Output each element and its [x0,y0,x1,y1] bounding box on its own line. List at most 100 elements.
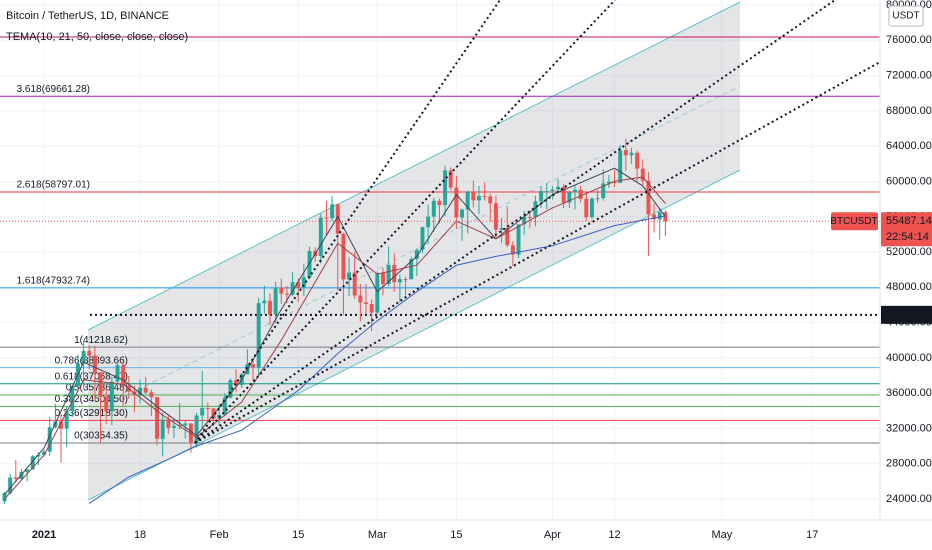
candle-body [188,423,193,443]
candle-body [392,264,397,283]
candle-body [301,277,306,289]
candle-body [589,198,594,218]
candle-body [601,183,606,199]
candle-body [262,300,267,304]
price-series [0,138,880,504]
candle-body [200,408,205,416]
candle-body [104,396,109,412]
candle-body [36,454,41,457]
fan-line [194,0,616,444]
candle-body [2,493,7,502]
fib-label: 1.618(47932.74) [17,276,90,287]
candle-body [493,203,498,230]
candle-body [256,303,261,368]
candle-body [121,365,126,386]
symbol-label: BTCUSDT [830,216,877,227]
candle-body [352,272,357,296]
candle-body [629,152,634,156]
candle-body [584,198,589,218]
candle-body [341,233,346,280]
x-tick-label: 15 [450,529,462,541]
channel-top [87,1,741,331]
candle-body [623,150,628,156]
candle-body [81,350,86,364]
y-tick-label: 28000.00 [886,458,932,470]
candle-body [92,355,97,373]
candle-body [268,300,272,315]
last-price-label: 55487.14 [886,215,932,227]
candle-body [635,152,640,169]
candle-body [426,216,431,228]
candle-body [544,190,549,192]
y-tick-label: 32000.00 [886,422,932,434]
candle-body [482,196,487,198]
candle-body [556,186,561,190]
symbol-tag [831,212,878,231]
tema-line [88,215,666,504]
candle-body [166,419,171,428]
candle-body [657,212,662,220]
candle-body [612,181,617,183]
candle-body [618,150,623,183]
x-tick-label: 17 [806,529,818,541]
x-tick-label: Mar [368,529,387,541]
candle-body [335,204,340,234]
candle-body [443,170,448,205]
fib-label: 0.786(38893.66) [55,355,128,366]
currency: USDT [892,11,919,22]
candle-body [437,200,442,205]
chart-title: Bitcoin / TetherUS, 1D, BINANCE [6,10,169,22]
x-tick-label: 2021 [32,529,56,541]
fan-lines [194,0,880,444]
candle-body [64,410,69,429]
candle-body [25,469,30,472]
countdown-label: 22:54:14 [886,231,929,243]
candle-body [138,387,143,395]
y-tick-label: 72000.00 [886,70,932,82]
candle-body [171,425,176,428]
candle-body [47,427,52,452]
candle-body [465,191,470,210]
candle-body [561,186,566,203]
candle-body [606,181,611,184]
y-tick-label: 36000.00 [886,387,932,399]
candle-body [652,214,657,220]
candle-body [471,191,476,201]
candle-body [279,287,284,294]
candle-body [409,259,414,280]
candle-body [578,189,583,199]
candle-body [194,415,199,443]
candle-body [87,350,92,356]
fib-label: 3.618(69661.28) [17,84,90,95]
candle-body [663,212,668,222]
grid [0,0,880,520]
fib-label: 1(41218.62) [74,335,128,346]
candle-body [646,180,651,215]
x-tick-label: 15 [292,529,304,541]
candle-body [8,477,13,494]
candle-body [109,381,114,412]
candle-body [595,198,600,200]
candle-body [296,282,301,289]
candle-body [364,302,368,305]
candle-body [42,451,47,455]
candle-body [448,170,453,188]
fib-label: 0.618(37068.47) [55,371,128,382]
y-tick-label: 24000.00 [886,493,932,505]
candle-body [19,471,24,479]
candle-body [284,293,289,295]
candle-body [222,397,227,415]
y-tick-label: 40000.00 [886,352,932,364]
indicator-legend: TEMA(10, 21, 50, close, close, close) [6,31,188,43]
tema-line [4,167,666,495]
candle-body [307,250,312,278]
candle-body [205,408,210,410]
candle-body [414,249,419,260]
candle-body [358,295,363,303]
candle-body [160,419,165,439]
candle-body [460,209,465,218]
candle-body [476,196,481,201]
candle-body [59,421,63,429]
currency-box[interactable] [888,5,924,27]
candle-body [567,192,572,203]
